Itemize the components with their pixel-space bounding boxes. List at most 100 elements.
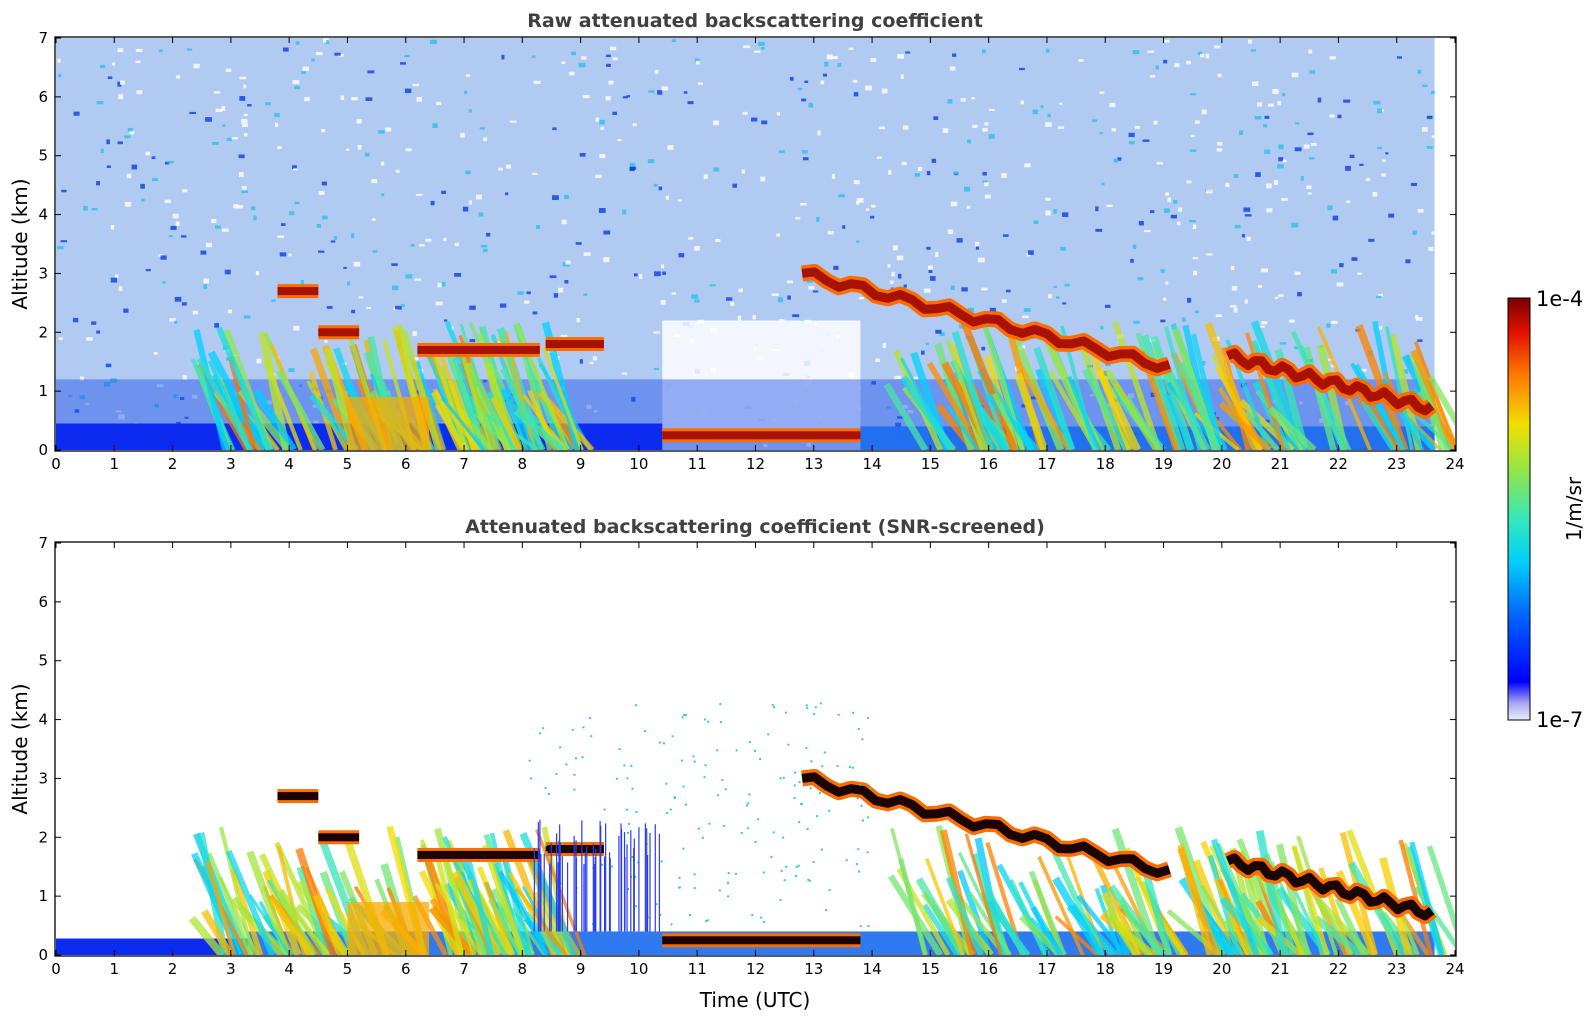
- fall-streak: [1410, 349, 1455, 450]
- noise-speckle: [441, 281, 446, 287]
- panel1-ytick-label: 2: [38, 323, 48, 341]
- noise-speckle: [730, 301, 735, 306]
- fall-streak: [1177, 847, 1220, 955]
- noise-speckle: [1426, 115, 1433, 119]
- noise-speckle: [164, 199, 171, 204]
- noise-speckle: [167, 160, 175, 164]
- noise-speckle: [683, 91, 688, 94]
- screened-point: [785, 711, 788, 714]
- noise-speckle: [1101, 182, 1105, 186]
- screened-point: [682, 847, 685, 850]
- noise-speckle: [1100, 326, 1104, 330]
- screened-point: [561, 842, 564, 845]
- noise-speckle: [304, 97, 310, 102]
- noise-speckle: [1147, 50, 1155, 53]
- cloud-layer: [277, 792, 319, 801]
- panel1-xtick-label: 16: [979, 455, 998, 473]
- noise-speckle: [871, 381, 876, 385]
- noise-speckle: [483, 379, 487, 383]
- noise-speckle: [476, 194, 482, 200]
- colorbar-max-label: 1e-4: [1536, 287, 1583, 311]
- noise-speckle: [865, 85, 872, 91]
- noise-speckle: [786, 280, 793, 284]
- noise-speckle: [351, 97, 358, 101]
- noise-speckle: [338, 54, 344, 57]
- fall-streak: [1126, 395, 1162, 450]
- panel2-xtick-label: 21: [1271, 960, 1290, 978]
- noise-speckle: [79, 376, 85, 381]
- noise-speckle: [771, 293, 779, 297]
- screened-point: [819, 702, 822, 705]
- noise-speckle: [761, 46, 765, 50]
- noise-speckle: [366, 307, 372, 310]
- colorbar: 1e-4 1e-7 1/m/sr: [1507, 287, 1586, 732]
- screened-point: [806, 707, 809, 710]
- fall-streak: [939, 829, 977, 955]
- noise-speckle: [583, 293, 588, 296]
- noise-speckle: [871, 204, 876, 208]
- noise-speckle: [318, 250, 325, 253]
- screened-point: [793, 796, 796, 799]
- noise-speckle: [1144, 230, 1151, 233]
- noise-speckle: [241, 186, 247, 190]
- screened-point: [852, 711, 855, 714]
- noise-speckle: [1246, 236, 1251, 241]
- screened-point: [859, 783, 862, 786]
- noise-speckle: [203, 278, 209, 284]
- noise-speckle: [795, 217, 801, 220]
- fall-streak: [1303, 346, 1337, 450]
- noise-speckle: [160, 255, 167, 260]
- noise-speckle: [1385, 152, 1389, 155]
- screened-point: [779, 899, 782, 902]
- screened-point: [800, 803, 803, 806]
- fall-streak: [541, 346, 584, 450]
- noise-speckle: [1202, 361, 1206, 366]
- noise-speckle: [691, 294, 699, 299]
- noise-speckle: [1032, 109, 1038, 115]
- noise-speckle: [1268, 103, 1274, 107]
- panel1-xtick-label: 7: [459, 455, 469, 473]
- panel1-xtick-label: 17: [1037, 455, 1056, 473]
- fall-streak: [1037, 856, 1085, 955]
- noise-speckle: [1351, 257, 1358, 261]
- noise-speckle: [182, 189, 188, 193]
- noise-speckle: [532, 172, 538, 175]
- noise-speckle: [1247, 39, 1252, 44]
- noise-speckle: [1193, 270, 1197, 276]
- noise-speckle: [1156, 162, 1164, 165]
- noise-speckle: [758, 41, 765, 46]
- screened-point: [757, 818, 760, 821]
- noise-speckle: [654, 271, 661, 277]
- noise-speckle: [239, 172, 244, 177]
- noise-speckle: [925, 342, 929, 346]
- noise-speckle: [1128, 132, 1135, 138]
- screened-point: [773, 706, 776, 709]
- noise-speckle: [947, 99, 953, 104]
- noise-speckle: [586, 405, 592, 409]
- noise-speckle: [913, 376, 918, 380]
- noise-speckle: [418, 244, 425, 247]
- noise-speckle: [595, 117, 600, 122]
- noise-speckle: [182, 375, 187, 380]
- noise-speckle: [357, 144, 362, 150]
- noise-speckle: [694, 58, 700, 63]
- noise-speckle: [1113, 158, 1119, 163]
- cloud-layer: [662, 431, 861, 440]
- noise-speckle: [1365, 178, 1371, 182]
- noise-speckle: [1231, 286, 1238, 291]
- screened-point: [779, 777, 782, 780]
- screened-point: [748, 741, 751, 744]
- noise-speckle: [192, 310, 199, 315]
- screened-point: [825, 909, 828, 912]
- screened-point: [634, 876, 637, 879]
- noise-speckle: [469, 305, 476, 310]
- noise-speckle: [385, 127, 392, 132]
- cloud-layer: [417, 345, 540, 354]
- noise-speckle: [897, 416, 904, 419]
- screened-point: [727, 881, 730, 884]
- screened-point: [682, 785, 685, 788]
- screened-point: [795, 865, 798, 868]
- noise-speckle: [800, 202, 807, 206]
- screened-point: [601, 863, 604, 866]
- fall-streak: [883, 382, 929, 450]
